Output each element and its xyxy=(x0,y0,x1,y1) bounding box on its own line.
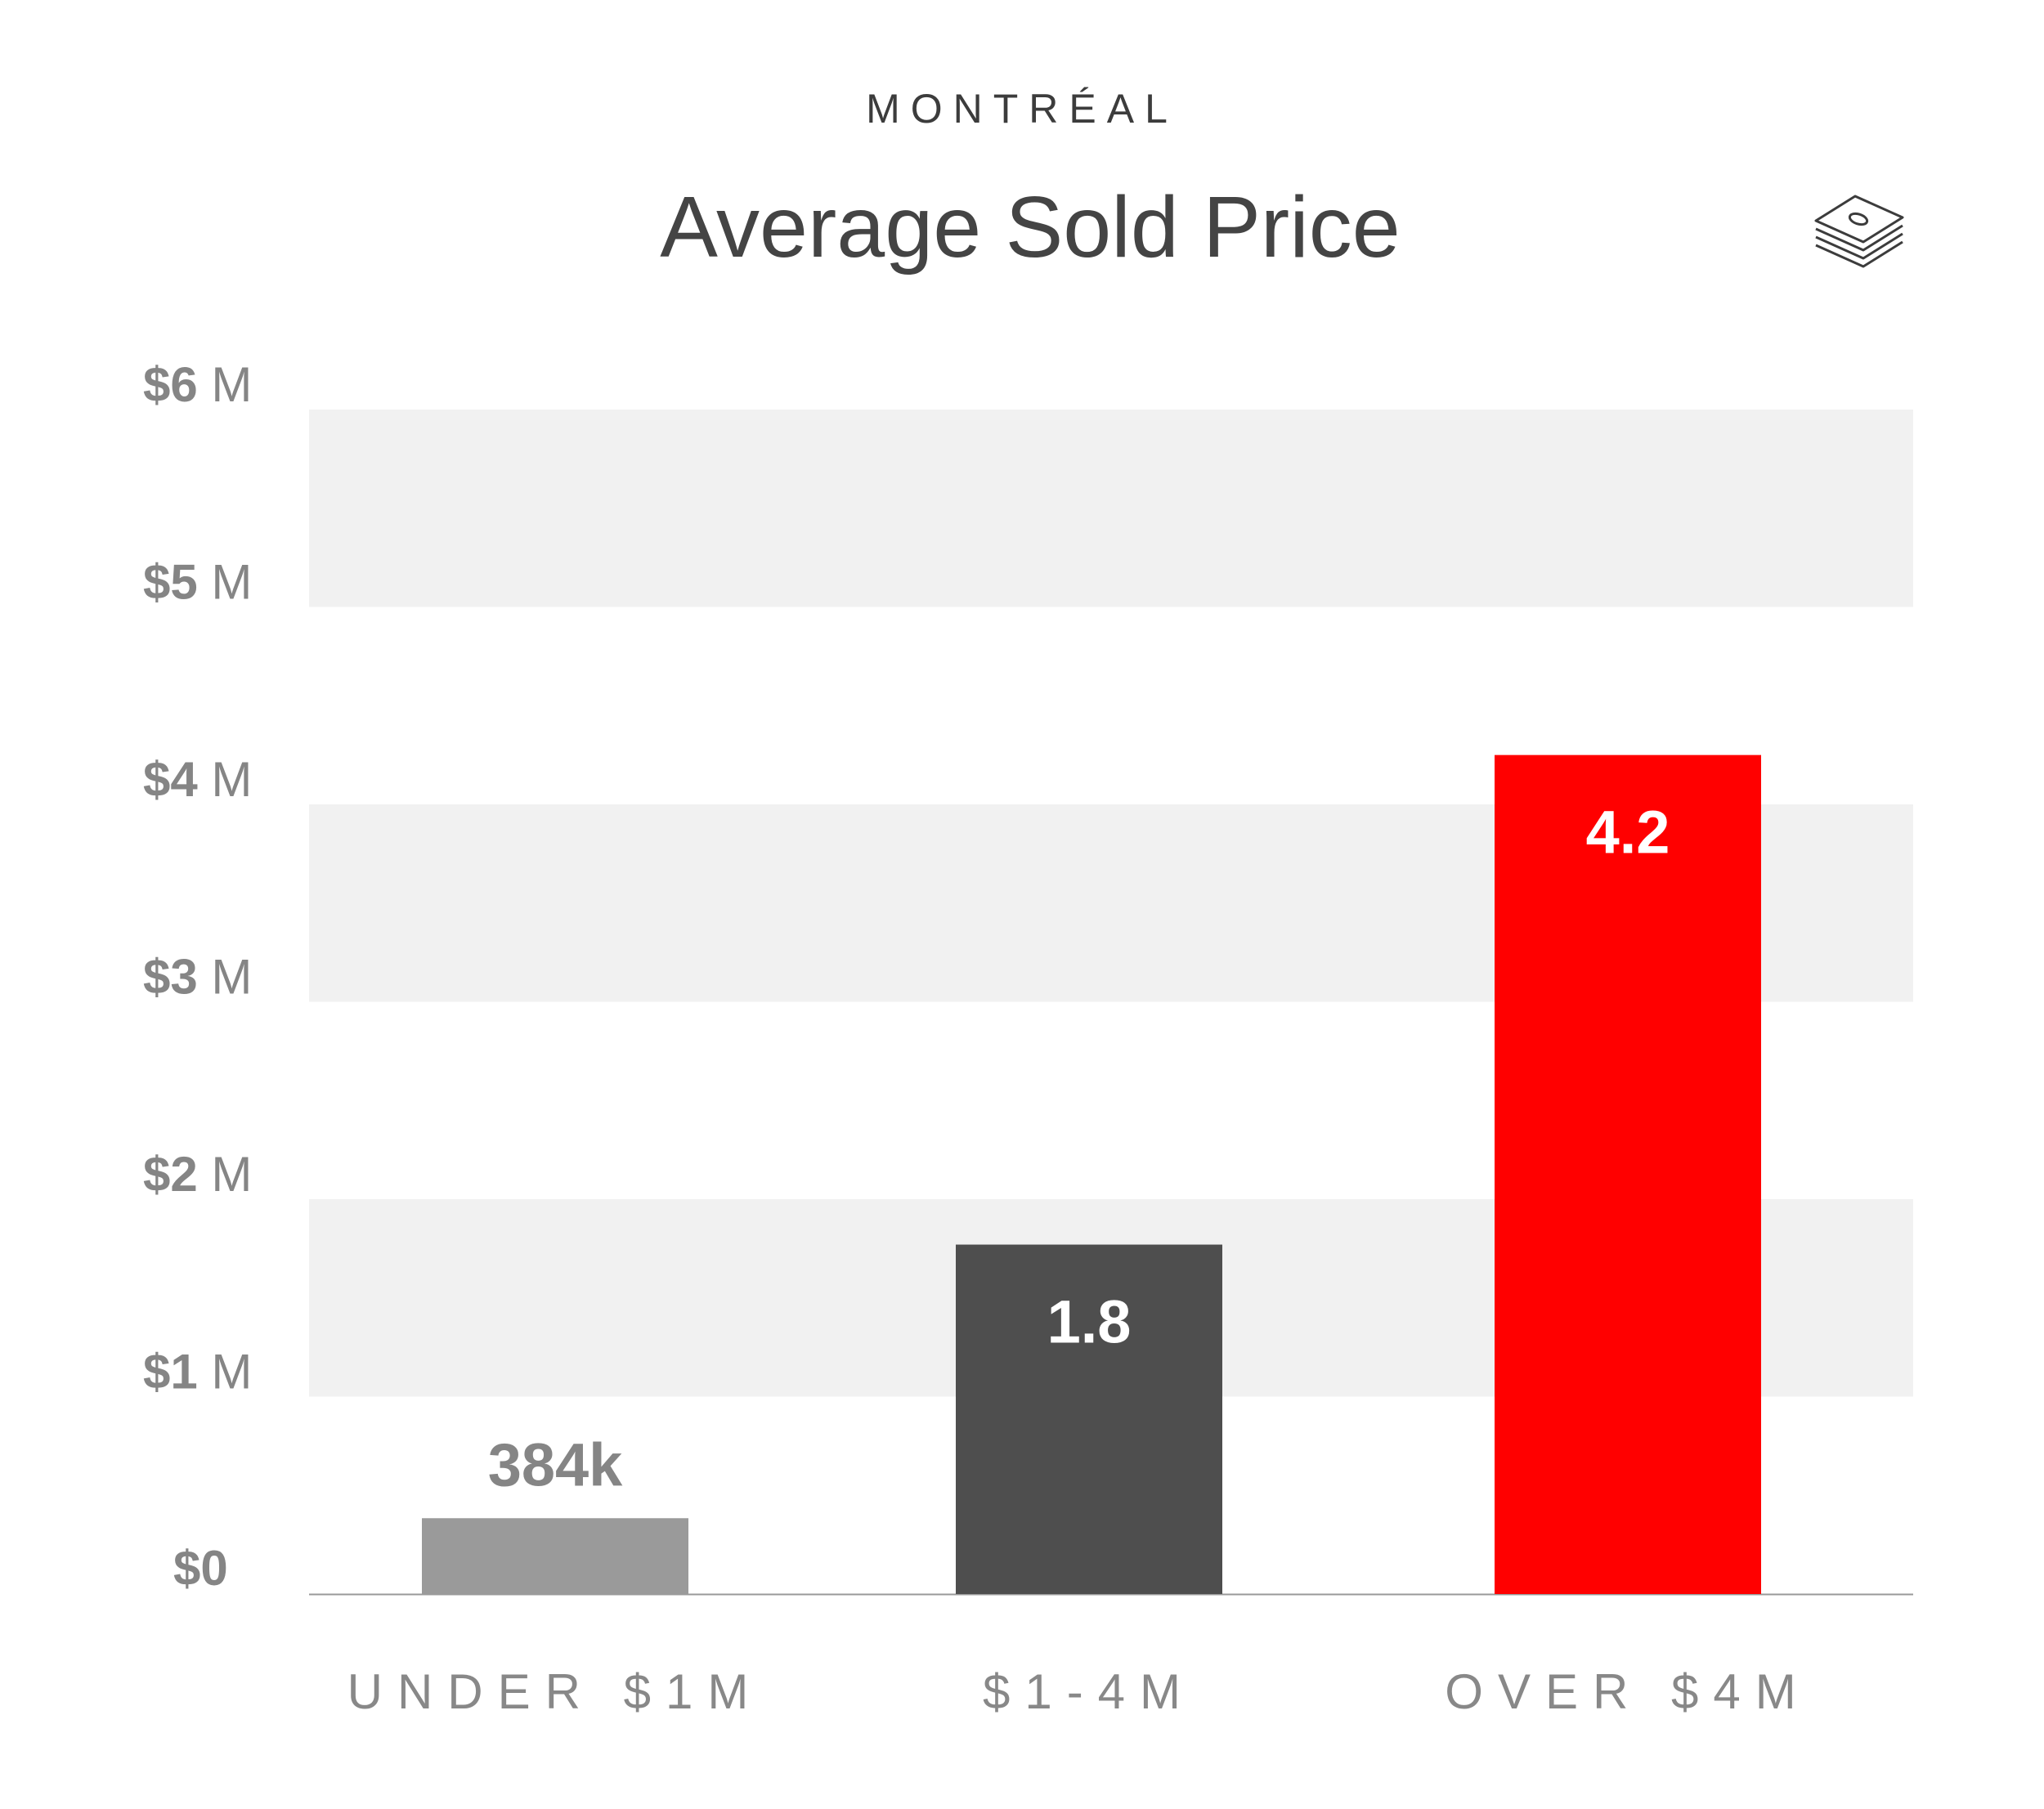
y-tick-value: $4 xyxy=(143,752,198,807)
y-axis-ticks: $0$1 M$2 M$3 M$4 M$5 M$6 M xyxy=(143,357,252,1596)
x-category-label: OVER $4M xyxy=(1445,1664,1810,1719)
y-tick-unit: M xyxy=(198,1345,253,1399)
y-tick-label: $1 M xyxy=(143,1345,252,1399)
x-axis-categories: UNDER $1M $1-4M OVER $4M xyxy=(347,1664,1810,1719)
bar-value-label: 4.2 xyxy=(1586,799,1670,866)
money-stack-icon xyxy=(1814,195,1904,268)
y-tick-value: $2 xyxy=(143,1147,198,1202)
bar xyxy=(422,1518,688,1594)
y-tick-unit: M xyxy=(198,752,253,807)
y-tick-unit: M xyxy=(198,555,253,610)
y-tick-label: $0 xyxy=(173,1541,228,1596)
chart-title: Average Sold Price xyxy=(660,179,1401,275)
y-tick-value: $3 xyxy=(143,950,198,1005)
grid-band xyxy=(309,410,1913,607)
y-tick-unit: M xyxy=(198,1147,253,1202)
y-tick-value: $5 xyxy=(143,555,198,610)
y-tick-unit: M xyxy=(198,950,253,1005)
y-tick-value: $6 xyxy=(143,357,198,412)
chart-eyebrow: MONTRÉAL xyxy=(866,86,1178,132)
y-tick-label: $5 M xyxy=(143,555,252,610)
y-tick-label: $6 M xyxy=(143,357,252,412)
y-tick-label: $3 M xyxy=(143,950,252,1005)
bar-value-label: 384k xyxy=(488,1431,623,1498)
bar xyxy=(1495,754,1761,1594)
x-category-label: $1-4M xyxy=(983,1664,1195,1719)
bars xyxy=(422,754,1761,1594)
y-tick-value: $1 xyxy=(143,1345,198,1399)
x-category-label: UNDER $1M xyxy=(347,1664,764,1719)
bar xyxy=(956,1244,1222,1594)
y-tick-label: $2 M xyxy=(143,1147,252,1202)
y-tick-label: $4 M xyxy=(143,752,252,807)
y-tick-unit: M xyxy=(198,357,253,412)
bar-value-label: 1.8 xyxy=(1047,1288,1132,1356)
bar-value-labels: 384k 1.8 4.2 xyxy=(488,799,1670,1499)
y-tick-value: $0 xyxy=(173,1541,228,1596)
